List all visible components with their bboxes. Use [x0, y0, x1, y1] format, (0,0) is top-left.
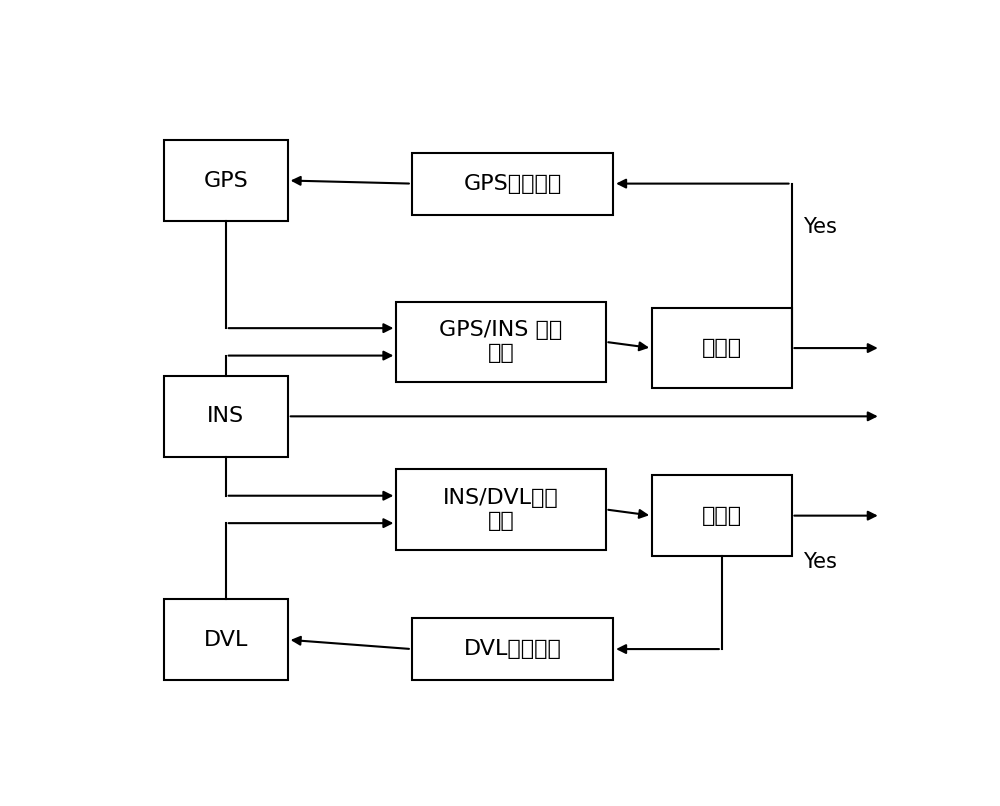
Bar	[396, 469, 606, 550]
Bar	[412, 152, 613, 214]
Text: GPS/INS 子滤
波器: GPS/INS 子滤 波器	[439, 320, 562, 364]
Text: GPS: GPS	[203, 171, 248, 190]
Text: DVL故障处理: DVL故障处理	[464, 639, 561, 659]
Text: DVL: DVL	[204, 629, 248, 650]
Text: Yes: Yes	[803, 552, 837, 572]
Bar	[164, 600, 288, 680]
Text: 故障？: 故障？	[702, 505, 742, 526]
Text: INS: INS	[207, 406, 244, 426]
Text: INS/DVL子滤
波器: INS/DVL子滤 波器	[443, 488, 559, 531]
Bar	[652, 476, 792, 556]
Bar	[164, 376, 288, 457]
Text: 故障？: 故障？	[702, 338, 742, 358]
Bar	[396, 301, 606, 382]
Bar	[412, 618, 613, 680]
Bar	[652, 308, 792, 388]
Text: Yes: Yes	[803, 217, 837, 237]
Bar	[164, 140, 288, 221]
Text: GPS故障处理: GPS故障处理	[463, 173, 562, 193]
